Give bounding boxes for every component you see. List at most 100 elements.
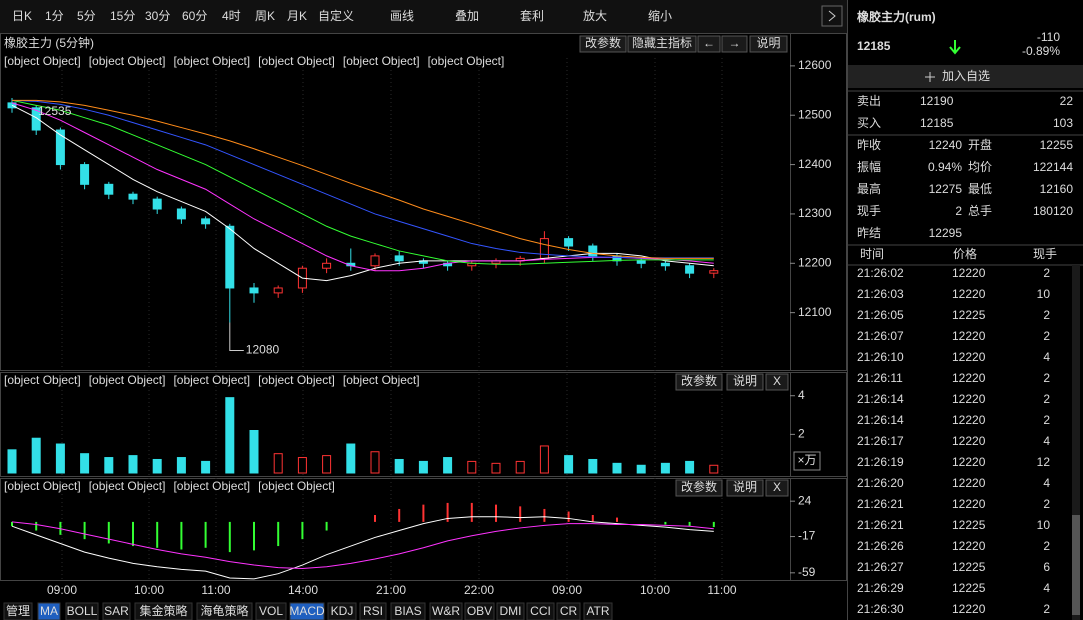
pane-button-label[interactable]: 说明 xyxy=(756,35,780,50)
tab[interactable] xyxy=(496,602,525,620)
tab-label[interactable]: 海龟策略 xyxy=(200,603,248,618)
tab[interactable] xyxy=(289,602,325,620)
tab-label[interactable]: 集金策略 xyxy=(139,603,187,618)
tab-label[interactable]: VOL xyxy=(259,604,283,618)
candle-body xyxy=(55,129,65,166)
pane-button[interactable] xyxy=(765,373,789,391)
tab-label[interactable]: CR xyxy=(560,604,578,618)
pane-button[interactable] xyxy=(675,373,723,391)
trades-header: 时间 xyxy=(860,247,884,261)
pane-button-label[interactable]: 说明 xyxy=(733,373,757,388)
pane-button-label[interactable]: 改参数 xyxy=(585,35,621,50)
pane-button[interactable] xyxy=(726,479,764,497)
pane-button[interactable] xyxy=(721,35,748,53)
tab-label[interactable]: 管理 xyxy=(6,603,30,618)
toolbar-item[interactable]: 日K xyxy=(12,9,32,23)
tab[interactable] xyxy=(464,602,495,620)
pane-button[interactable] xyxy=(697,35,721,53)
toolbar-item[interactable]: 60分 xyxy=(182,9,207,23)
trade-time: 21:26:02 xyxy=(857,266,904,280)
tab[interactable] xyxy=(429,602,463,620)
toolbar-item[interactable]: 缩小 xyxy=(648,8,672,23)
volume-bar xyxy=(539,445,549,474)
tab[interactable] xyxy=(255,602,287,620)
tab[interactable] xyxy=(3,602,33,620)
toolbar-item[interactable]: 套利 xyxy=(520,9,544,23)
candle-body xyxy=(370,255,380,267)
toolbar-item[interactable]: 放大 xyxy=(583,8,607,23)
toolbar-item[interactable]: 5分 xyxy=(77,9,96,23)
tab-label[interactable]: BOLL xyxy=(67,604,98,618)
ma-line xyxy=(11,99,714,259)
toolbar-item[interactable]: 自定义 xyxy=(318,8,354,23)
pane-button[interactable] xyxy=(627,35,697,53)
price-tick-label: 12200 xyxy=(798,255,832,269)
toolbar-item[interactable]: 1分 xyxy=(45,9,64,23)
tab-label[interactable]: KDJ xyxy=(331,604,354,618)
tab[interactable] xyxy=(526,602,555,620)
price-change-pct: -0.89% xyxy=(1022,44,1060,58)
add-watchlist[interactable]: 加入自选 xyxy=(942,69,990,83)
pane-button-label[interactable]: ← xyxy=(703,36,715,50)
volume-bar xyxy=(249,430,259,474)
quote-value: 180120 xyxy=(1033,204,1073,218)
pane-button[interactable] xyxy=(765,479,789,497)
toolbar-item[interactable]: 月K xyxy=(287,9,307,23)
trade-volume: 2 xyxy=(1043,308,1050,322)
pane-button[interactable] xyxy=(726,373,764,391)
time-label: 09:00 xyxy=(47,583,77,597)
candle-body xyxy=(709,270,719,274)
trade-volume: 4 xyxy=(1043,476,1050,490)
tab-label[interactable]: MACD xyxy=(289,604,325,618)
pane-button[interactable] xyxy=(675,479,723,497)
toolbar-item[interactable]: 叠加 xyxy=(455,9,479,23)
toolbar-item[interactable]: 4时 xyxy=(222,9,241,23)
pane-button-label[interactable]: 说明 xyxy=(733,479,757,494)
trade-price: 12220 xyxy=(952,287,986,301)
tab-label[interactable]: OBV xyxy=(467,604,492,618)
pane-button-label[interactable]: 改参数 xyxy=(681,373,717,388)
pane-button-label[interactable]: 改参数 xyxy=(681,479,717,494)
tab-label[interactable]: RSI xyxy=(363,604,383,618)
tab-label[interactable]: ATR xyxy=(586,604,609,618)
pane-button-label[interactable]: X xyxy=(773,480,781,494)
trade-time: 21:26:30 xyxy=(857,602,904,616)
tab[interactable] xyxy=(390,602,426,620)
tab[interactable] xyxy=(359,602,387,620)
volume-bar xyxy=(394,458,404,474)
pane-button-label[interactable]: 隐藏主指标 xyxy=(632,35,692,50)
toolbar-item[interactable]: 周K xyxy=(255,9,275,23)
tab-label[interactable]: CCI xyxy=(530,604,551,618)
volume-bar xyxy=(7,449,17,474)
tab-label[interactable]: W&R xyxy=(432,604,460,618)
tab[interactable] xyxy=(102,602,131,620)
tab[interactable] xyxy=(37,602,61,620)
scroll-thumb[interactable] xyxy=(1072,515,1080,615)
pane-button[interactable] xyxy=(749,35,788,53)
tab-label[interactable]: DMI xyxy=(500,604,522,618)
volume-bar xyxy=(564,455,574,474)
volume-bar xyxy=(176,457,186,474)
tab[interactable] xyxy=(196,602,253,620)
pane-button-label[interactable]: → xyxy=(729,36,741,50)
tab[interactable] xyxy=(327,602,357,620)
toolbar-item[interactable]: 30分 xyxy=(145,9,170,23)
tab-label[interactable]: MA xyxy=(40,604,58,618)
quote-label: 均价 xyxy=(968,160,992,174)
tab-label[interactable]: BIAS xyxy=(394,604,421,618)
toolbar-scroll[interactable] xyxy=(821,5,843,27)
add-bg[interactable] xyxy=(848,65,1083,88)
tab-label[interactable]: SAR xyxy=(104,604,129,618)
trade-volume: 2 xyxy=(1043,371,1050,385)
tab[interactable] xyxy=(583,602,613,620)
price-tick-label: 12400 xyxy=(798,157,832,171)
tab[interactable] xyxy=(134,602,193,620)
trade-time: 21:26:17 xyxy=(857,434,904,448)
toolbar-item[interactable]: 画线 xyxy=(390,9,414,23)
pane-button-label[interactable]: X xyxy=(773,374,781,388)
toolbar-item[interactable]: 15分 xyxy=(110,9,135,23)
tab[interactable] xyxy=(65,602,99,620)
pane-button[interactable] xyxy=(579,35,627,53)
tab[interactable] xyxy=(556,602,581,620)
